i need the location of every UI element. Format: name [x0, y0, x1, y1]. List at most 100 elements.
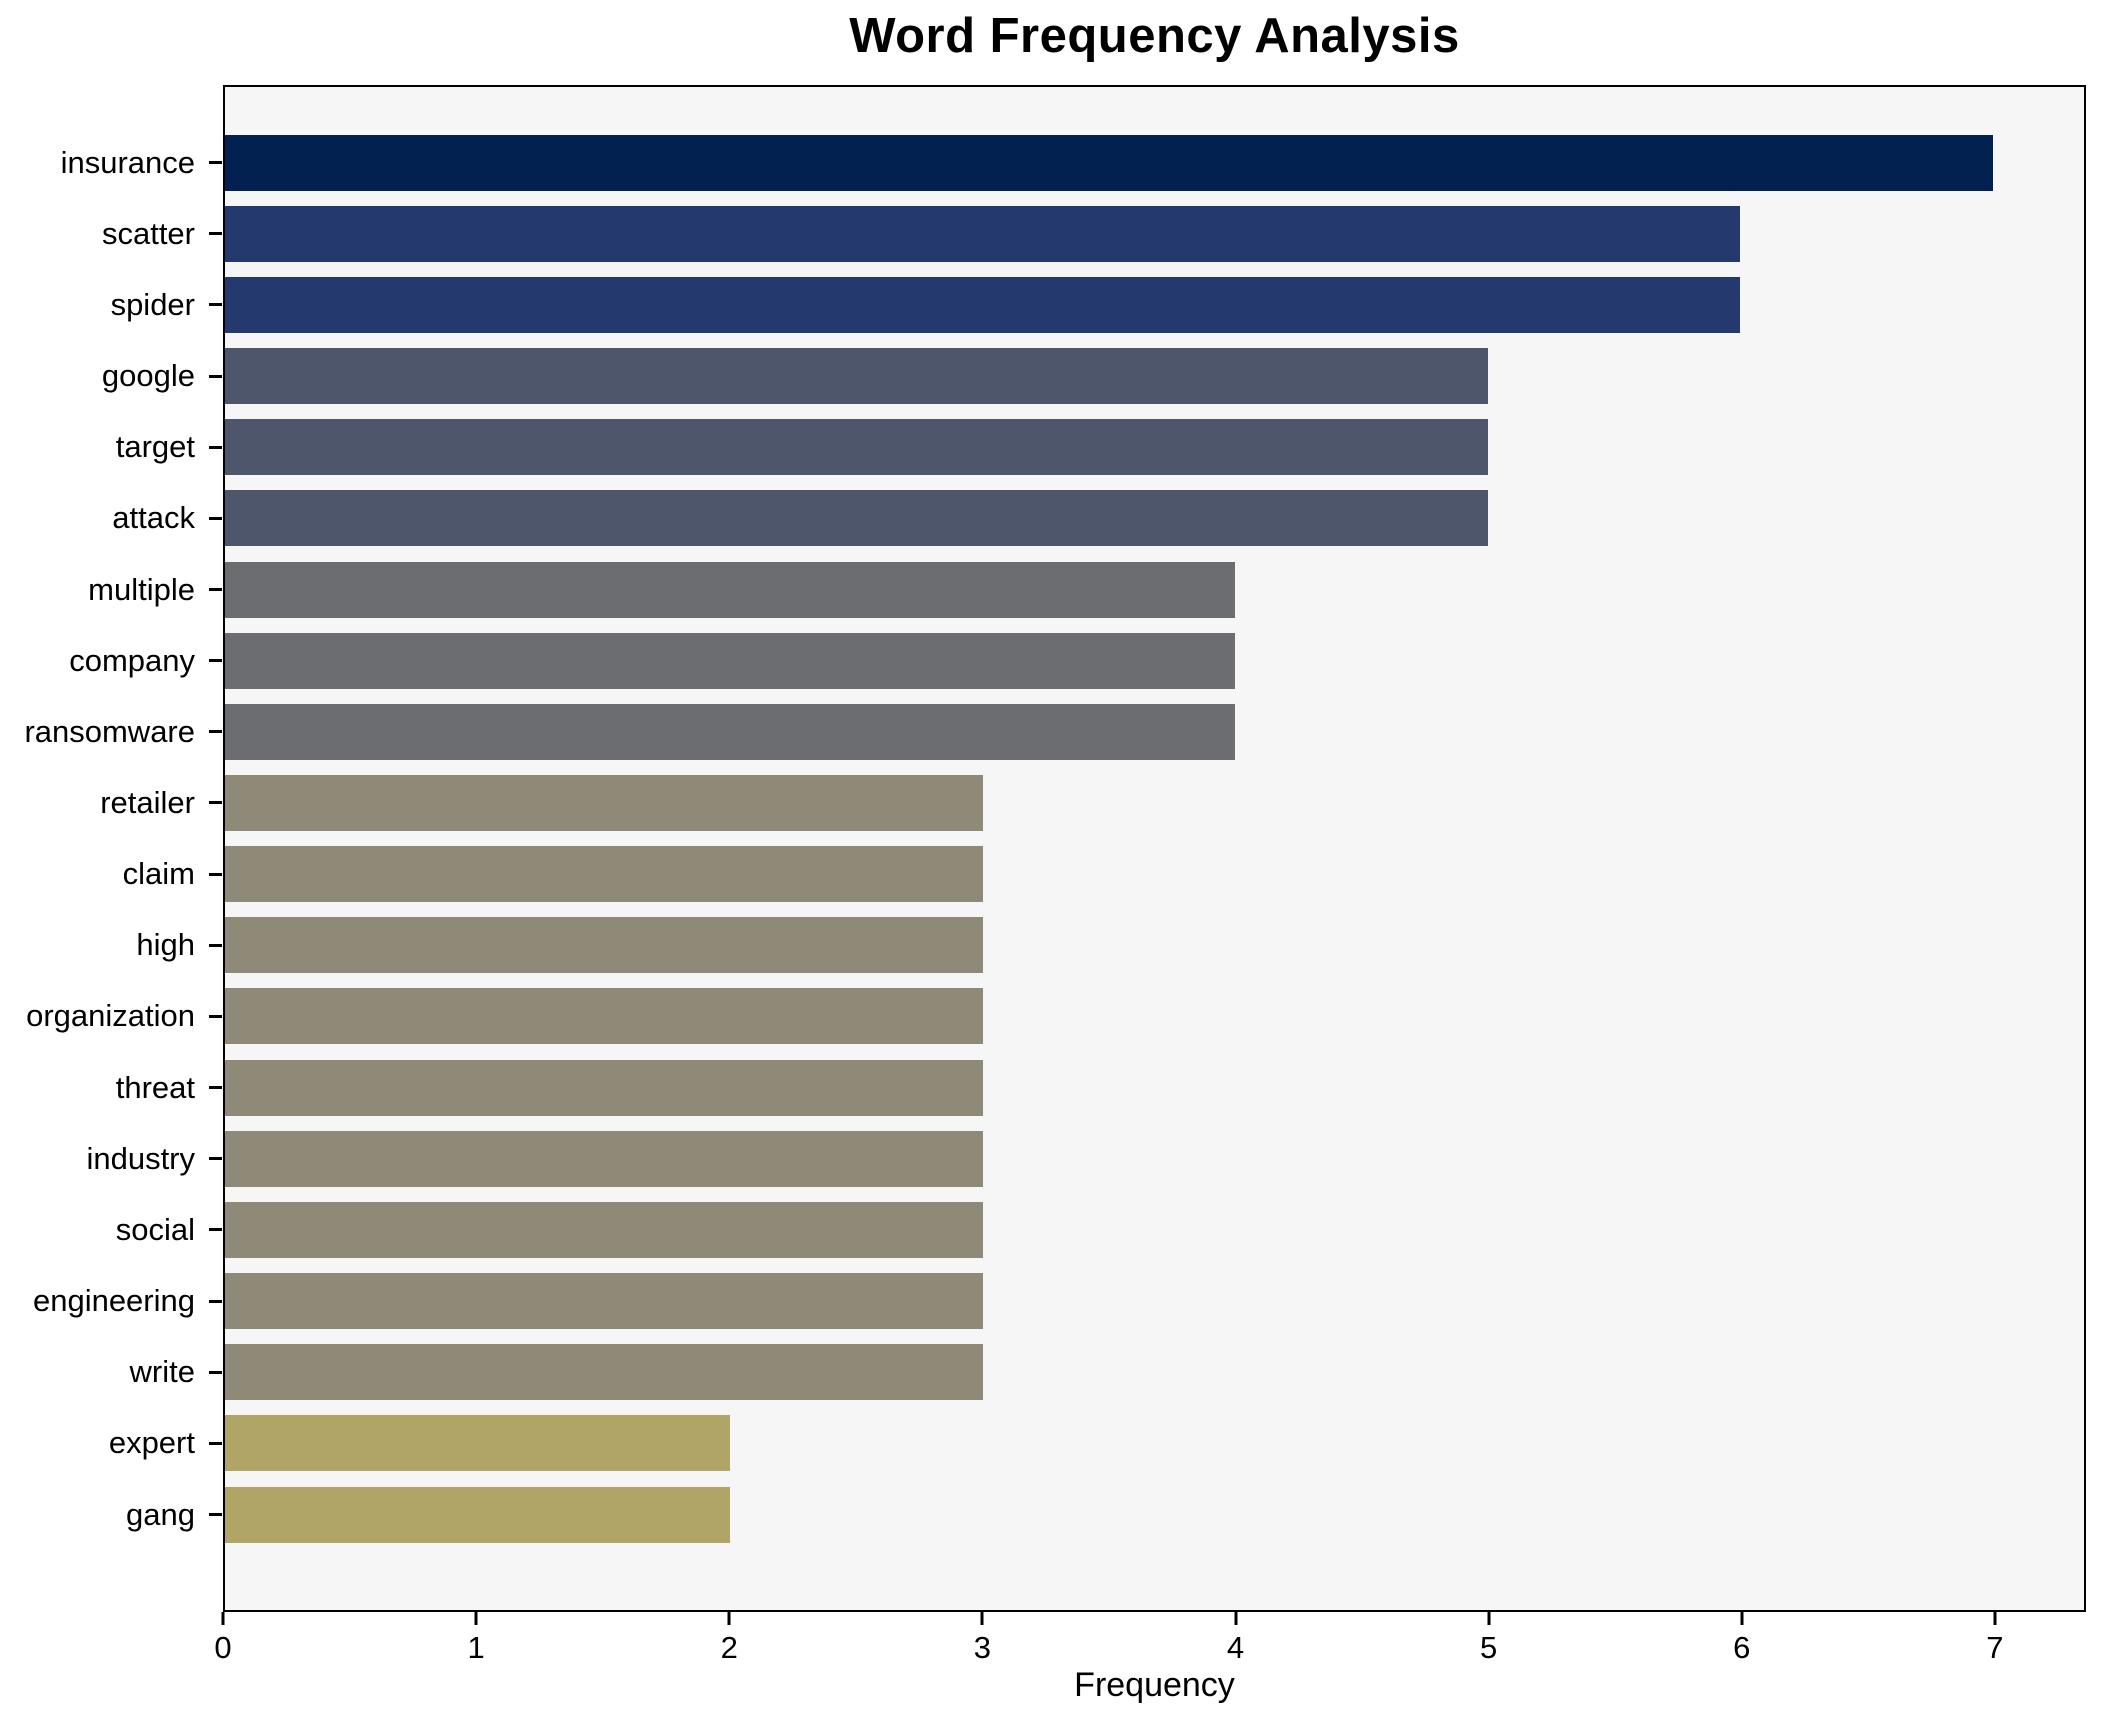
- bar-row: multiple: [88, 554, 2084, 625]
- category-label: engineering: [32, 1283, 195, 1319]
- bar-row: company: [69, 625, 2084, 696]
- bar-row: claim: [123, 839, 2084, 910]
- bar-row: scatter: [102, 198, 2084, 269]
- frequency-bar: [225, 348, 1488, 405]
- bar-row: retailer: [100, 767, 2084, 838]
- category-label: attack: [112, 500, 195, 536]
- y-tick-mark: [209, 1299, 222, 1303]
- y-tick-mark: [209, 801, 222, 805]
- frequency-bar: [225, 561, 1236, 618]
- frequency-bar: [225, 1201, 983, 1258]
- bar-row: target: [116, 412, 2084, 483]
- x-tick-label: 6: [1733, 1630, 1751, 1665]
- bar-row: high: [136, 910, 2084, 981]
- bar-row: gang: [126, 1479, 2084, 1550]
- frequency-bar: [225, 490, 1488, 547]
- frequency-bar: [225, 988, 983, 1045]
- frequency-bar: [225, 1344, 983, 1401]
- y-tick-mark: [209, 943, 222, 947]
- category-label: threat: [115, 1069, 195, 1105]
- frequency-bar: [225, 846, 983, 903]
- frequency-bar: [225, 1059, 983, 1116]
- x-tick-mark: [474, 1612, 478, 1625]
- y-tick-mark: [209, 161, 222, 165]
- category-label: company: [69, 642, 195, 678]
- y-tick-mark: [209, 516, 222, 520]
- x-tick-mark: [1740, 1612, 1744, 1625]
- y-tick-mark: [209, 730, 222, 734]
- y-tick-mark: [209, 1086, 222, 1090]
- x-tick-label: 5: [1480, 1630, 1498, 1665]
- bar-row: engineering: [33, 1266, 2084, 1337]
- category-label: scatter: [101, 215, 195, 251]
- frequency-bar: [225, 1130, 983, 1187]
- x-tick-label: 3: [973, 1630, 991, 1665]
- frequency-bar: [225, 703, 1236, 760]
- x-tick-label: 0: [214, 1630, 232, 1665]
- y-tick-mark: [209, 1441, 222, 1445]
- chart-title: Word Frequency Analysis: [849, 9, 1460, 63]
- x-tick-mark: [1234, 1612, 1237, 1625]
- category-label: multiple: [88, 571, 195, 607]
- y-tick-mark: [209, 588, 222, 592]
- bar-row: industry: [86, 1123, 2084, 1194]
- y-tick-mark: [209, 232, 222, 236]
- category-label: high: [136, 927, 195, 963]
- x-tick-mark: [980, 1612, 984, 1625]
- category-label: insurance: [60, 144, 195, 180]
- y-tick-mark: [209, 872, 222, 876]
- bar-row: threat: [116, 1052, 2084, 1123]
- bar-row: social: [116, 1194, 2084, 1265]
- category-label: write: [129, 1354, 195, 1390]
- bar-row: organization: [26, 981, 2084, 1052]
- y-tick-mark: [209, 1513, 222, 1517]
- frequency-bar: [225, 1486, 731, 1543]
- y-tick-mark: [209, 1014, 222, 1018]
- category-label: industry: [86, 1140, 195, 1176]
- x-tick-label: 7: [1986, 1630, 2004, 1665]
- category-label: ransomware: [24, 713, 195, 749]
- category-label: expert: [108, 1425, 195, 1461]
- x-axis-label: Frequency: [1074, 1666, 1235, 1704]
- x-tick-mark: [727, 1612, 731, 1625]
- y-tick-mark: [209, 1157, 222, 1161]
- y-tick-mark: [209, 1228, 222, 1232]
- bar-row: expert: [109, 1408, 2084, 1479]
- frequency-bar: [225, 774, 983, 831]
- bar-row: attack: [112, 483, 2084, 554]
- frequency-bar: [225, 1273, 983, 1330]
- x-tick-label: 1: [467, 1630, 485, 1665]
- y-tick-mark: [209, 659, 222, 663]
- y-tick-mark: [209, 1370, 222, 1374]
- y-tick-mark: [209, 374, 222, 378]
- bar-row: google: [102, 340, 2084, 411]
- category-label: spider: [110, 286, 195, 322]
- bar-row: insurance: [61, 127, 2084, 198]
- frequency-bar: [225, 917, 983, 974]
- category-label: gang: [126, 1496, 195, 1532]
- category-label: organization: [26, 998, 195, 1034]
- frequency-bar: [225, 276, 1741, 333]
- x-tick-mark: [221, 1612, 225, 1625]
- plot-area: insurance scatter spider google target attack…: [24, 85, 2086, 1612]
- bar-row: spider: [111, 269, 2084, 340]
- category-label: google: [101, 358, 195, 394]
- frequency-bar: [225, 1415, 731, 1472]
- category-label: retailer: [100, 784, 195, 820]
- category-label: social: [115, 1211, 195, 1247]
- y-tick-mark: [209, 445, 222, 449]
- bar-row: ransomware: [24, 696, 2084, 767]
- frequency-bar: [225, 134, 1994, 191]
- frequency-bar: [225, 419, 1488, 476]
- bar-rows-container: insurance scatter spider google target attack…: [24, 87, 2084, 1610]
- x-tick-label: 4: [1226, 1630, 1245, 1665]
- x-tick-mark: [1487, 1612, 1491, 1625]
- x-tick-label: 2: [720, 1630, 738, 1665]
- x-axis: 0 1 2 3 4 5 6 7: [214, 1610, 2086, 1670]
- bar-row: write: [130, 1337, 2084, 1408]
- category-label: claim: [122, 856, 195, 892]
- y-tick-mark: [209, 303, 222, 307]
- frequency-bar: [225, 205, 1741, 262]
- category-label: target: [115, 429, 195, 465]
